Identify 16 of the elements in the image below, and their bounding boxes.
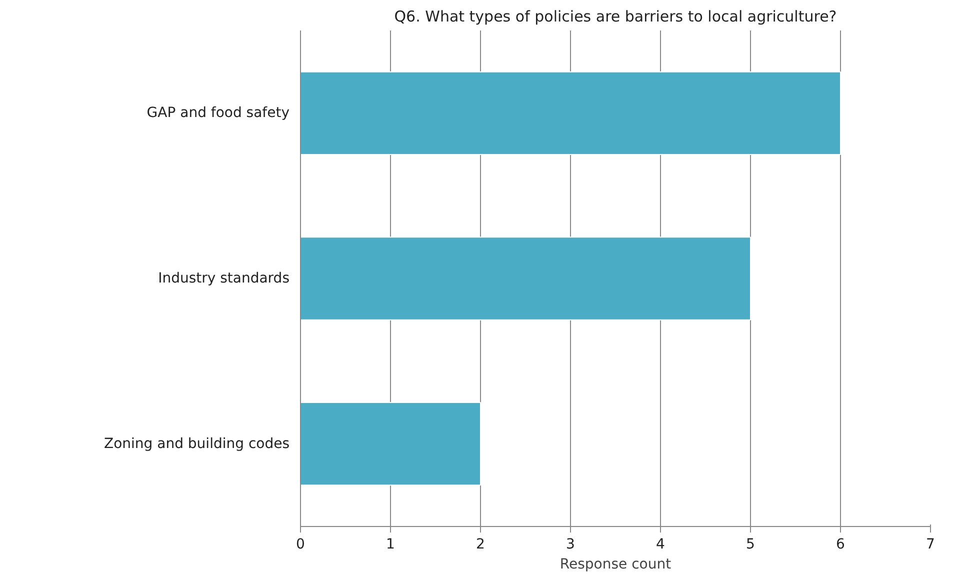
x-tick-label: 4 — [656, 536, 666, 552]
x-axis-title: Response count — [560, 556, 672, 572]
x-tick-label: 2 — [476, 536, 485, 552]
x-tick-label: 5 — [746, 536, 755, 552]
chart-title: Q6. What types of policies are barriers to local agriculture? — [394, 8, 837, 26]
x-tick-label: 0 — [296, 536, 305, 552]
bar — [300, 71, 841, 155]
x-tick-label: 3 — [566, 536, 575, 552]
x-tick-label: 1 — [386, 536, 395, 552]
x-tick-label: 6 — [836, 536, 846, 552]
y-tick-label: Industry standards — [158, 270, 290, 286]
y-tick-label: GAP and food safety — [146, 105, 290, 122]
y-tick-label: Zoning and building codes — [104, 436, 290, 452]
bar — [300, 236, 751, 320]
bar — [300, 402, 481, 486]
x-tick-label: 7 — [926, 536, 935, 552]
